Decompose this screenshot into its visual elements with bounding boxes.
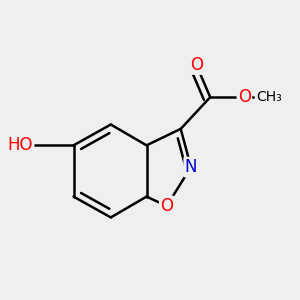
Text: O: O (160, 197, 173, 215)
Text: CH₃: CH₃ (256, 90, 281, 104)
Text: O: O (190, 56, 203, 74)
Text: HO: HO (8, 136, 33, 154)
Text: N: N (185, 158, 197, 176)
Text: O: O (238, 88, 251, 106)
